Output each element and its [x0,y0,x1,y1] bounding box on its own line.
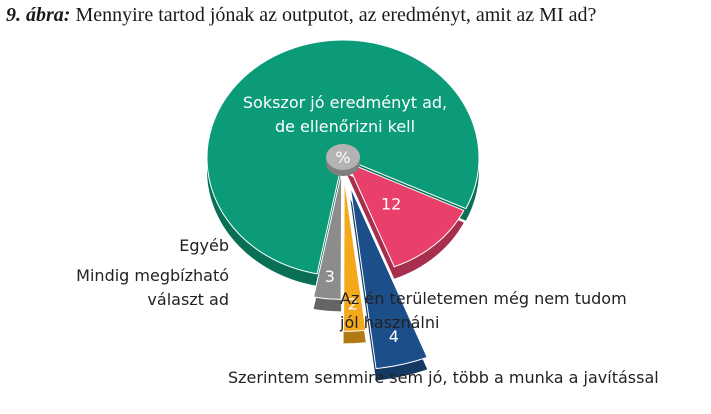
pie-value-label-4: 3 [325,267,335,286]
pie-value-label-1: 12 [381,194,401,213]
center-percent-label: % [335,148,350,167]
pie-category-label-3: Mindig megbízható választ ad [76,266,229,309]
pie-slice-1 [346,161,465,268]
figure-title-text: Mennyire tartod jónak az outputot, az er… [75,4,597,26]
pie-category-label-line: Mindig megbízható [76,266,229,285]
pie-value-label-2: 4 [389,327,399,346]
pie-category-label-line: Sokszor jó eredményt ad, [243,93,447,112]
pie-category-label-2: Szerintem semmire sem jó, több a munka a… [228,368,659,387]
pie-category-label-line: Az én területemen még nem tudom [340,289,627,308]
pie-category-label-line: jól használni [339,313,439,332]
pie-category-label-line: de ellenőrizni kell [275,117,415,136]
pie-slice-4 [313,171,343,300]
pie-category-label-line: Egyéb [179,236,229,255]
pie-category-label-line: választ ad [147,290,229,309]
center-cap [326,144,360,170]
pie-slice-2 [349,186,428,370]
pie-value-label-3: 2 [348,295,358,314]
pie-category-label-4: Egyéb [179,236,229,255]
chart-title: 9. ábra: Mennyire tartod jónak az output… [6,4,596,27]
figure-number: 9. ábra: [6,4,71,26]
pie-category-label-0: Sokszor jó eredményt ad, de ellenőrizni k… [243,93,447,136]
pie-category-label-1: Az én területemen még nem tudom jól haszn… [339,289,627,332]
pie-slice-3 [343,177,367,332]
pie-category-label-line: Szerintem semmire sem jó, több a munka a… [228,368,659,387]
